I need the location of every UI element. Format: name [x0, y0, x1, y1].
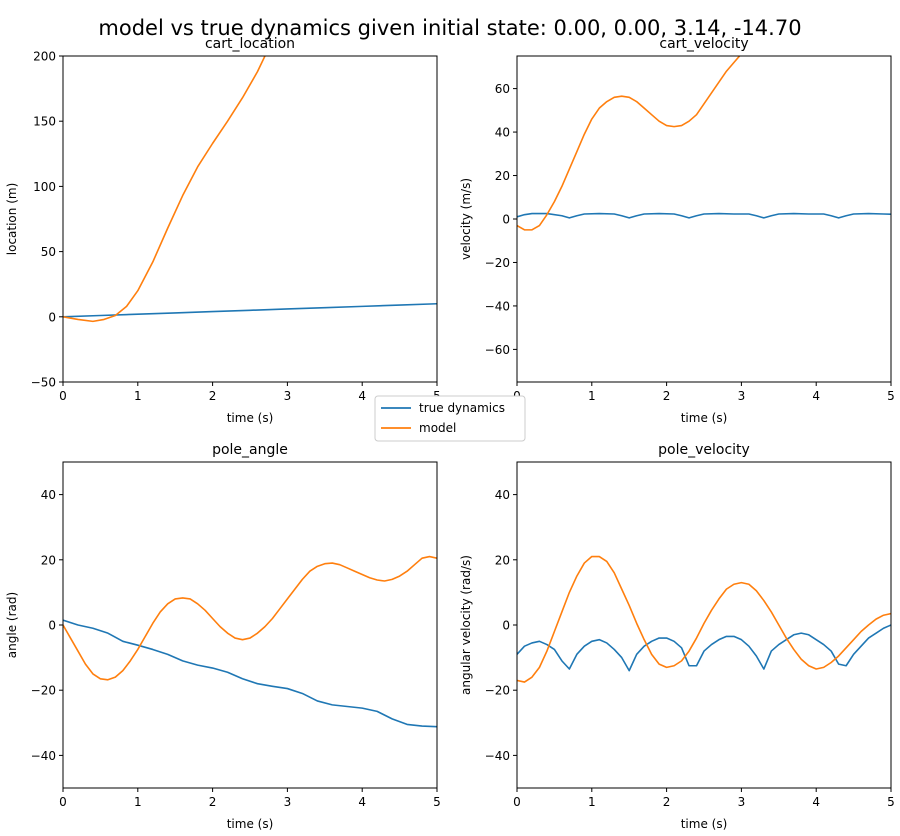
- legend-label-model: model: [419, 421, 456, 435]
- x-tick-label: 5: [433, 795, 441, 809]
- y-tick-label: −50: [31, 376, 56, 390]
- x-tick-label: 0: [513, 795, 521, 809]
- x-tick-label: 5: [887, 389, 895, 403]
- y-tick-label: 200: [33, 50, 56, 64]
- y-axis-label: velocity (m/s): [459, 178, 473, 260]
- x-tick-label: 3: [284, 389, 292, 403]
- subplot-title: pole_velocity: [658, 442, 750, 458]
- y-tick-label: 40: [41, 488, 56, 502]
- x-tick-label: 1: [588, 389, 596, 403]
- series-line-model: [63, 56, 266, 323]
- series-line-true-dynamics: [63, 302, 437, 318]
- y-tick-label: 60: [495, 82, 510, 96]
- subplot-title: cart_velocity: [659, 36, 748, 52]
- x-axis-label: time (s): [227, 817, 274, 831]
- y-axis-label: angular velocity (rad/s): [459, 555, 473, 695]
- figure-suptitle: model vs true dynamics given initial sta…: [98, 16, 801, 40]
- subplot-cart-velocity: 012345−60−40−200204060cart_velocitytime …: [459, 36, 895, 425]
- y-tick-label: 20: [495, 169, 510, 183]
- x-tick-label: 4: [358, 389, 366, 403]
- y-tick-label: 50: [41, 245, 56, 259]
- x-tick-label: 2: [209, 389, 217, 403]
- axes-frame: [62, 55, 438, 383]
- y-axis-label: location (m): [5, 183, 19, 255]
- series-line-true-dynamics: [517, 624, 891, 672]
- x-tick-label: 3: [738, 389, 746, 403]
- x-tick-label: 1: [134, 795, 142, 809]
- x-tick-label: 3: [738, 795, 746, 809]
- y-tick-label: −20: [485, 256, 510, 270]
- series-line-model: [517, 555, 891, 683]
- series-line-model: [517, 56, 741, 231]
- x-axis-label: time (s): [681, 411, 728, 425]
- y-tick-label: 0: [48, 619, 56, 633]
- x-tick-label: 2: [663, 389, 671, 403]
- x-tick-label: 4: [358, 795, 366, 809]
- legend: true dynamics model: [374, 395, 526, 442]
- x-tick-label: 2: [209, 795, 217, 809]
- x-tick-label: 2: [663, 795, 671, 809]
- y-tick-label: 0: [48, 310, 56, 324]
- x-axis-label: time (s): [227, 411, 274, 425]
- y-tick-label: 100: [33, 180, 56, 194]
- subplot-title: pole_angle: [212, 442, 288, 458]
- x-tick-label: 0: [59, 795, 67, 809]
- x-tick-label: 0: [59, 389, 67, 403]
- x-tick-label: 4: [812, 389, 820, 403]
- y-tick-label: −20: [485, 684, 510, 698]
- y-tick-label: 40: [495, 126, 510, 140]
- y-tick-label: 20: [495, 553, 510, 567]
- x-tick-label: 1: [134, 389, 142, 403]
- x-tick-label: 1: [588, 795, 596, 809]
- x-tick-label: 4: [812, 795, 820, 809]
- y-tick-label: 150: [33, 115, 56, 129]
- series-line-true-dynamics: [517, 212, 891, 219]
- series-line-model: [63, 555, 437, 681]
- x-axis-label: time (s): [681, 817, 728, 831]
- y-tick-label: 40: [495, 488, 510, 502]
- y-tick-label: −40: [485, 749, 510, 763]
- x-tick-label: 5: [887, 795, 895, 809]
- y-tick-label: −40: [31, 749, 56, 763]
- legend-frame: [374, 395, 526, 442]
- subplot-title: cart_location: [205, 36, 295, 52]
- x-tick-label: 3: [284, 795, 292, 809]
- y-tick-label: −20: [31, 684, 56, 698]
- y-tick-label: 0: [502, 213, 510, 227]
- y-tick-label: 0: [502, 619, 510, 633]
- series-line-true-dynamics: [63, 619, 437, 728]
- legend-label-true-dynamics: true dynamics: [419, 401, 505, 415]
- y-axis-label: angle (rad): [5, 592, 19, 658]
- y-tick-label: −40: [485, 299, 510, 313]
- y-tick-label: −60: [485, 343, 510, 357]
- y-tick-label: 20: [41, 553, 56, 567]
